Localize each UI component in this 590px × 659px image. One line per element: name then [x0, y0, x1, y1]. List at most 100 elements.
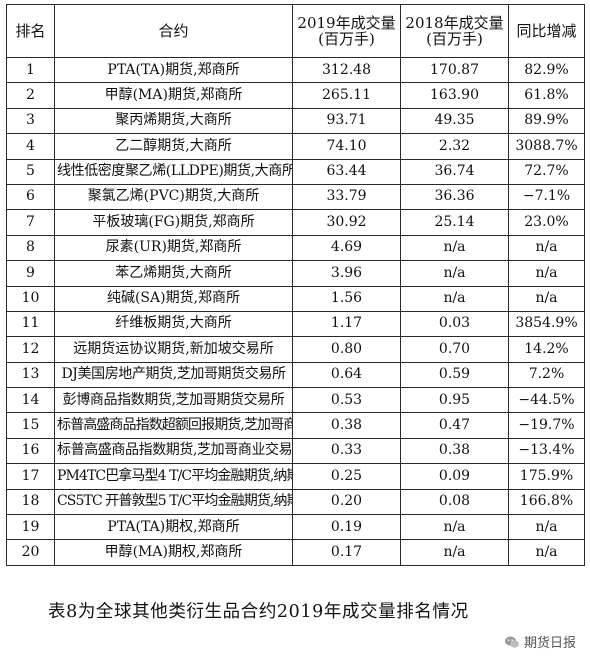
rank-cell: 12 — [6, 336, 55, 363]
header-volume-2019-label: 2019年成交量 — [297, 13, 396, 32]
volume-2018-cell: n/a — [400, 285, 509, 312]
volume-2018-cell: 0.70 — [400, 336, 509, 363]
rank-cell: 15 — [6, 412, 55, 439]
volume-2019-cell: 1.56 — [292, 285, 401, 312]
volume-2019-cell: 0.80 — [292, 336, 401, 363]
volume-2019-cell: 0.38 — [292, 412, 401, 439]
volume-2019-cell: 0.33 — [292, 437, 401, 465]
rank-cell: 20 — [6, 539, 55, 566]
rank-cell: 8 — [6, 234, 55, 262]
rank-cell: 3 — [6, 107, 55, 135]
contract-cell: 彭博商品指数期货,芝加哥期货交易所 — [54, 387, 293, 414]
table-row: 3 聚丙烯期货,大商所 93.71 49.35 89.9% — [6, 107, 585, 135]
yoy-cell: n/a — [508, 539, 585, 566]
volume-2019-cell: 0.25 — [292, 463, 401, 490]
volume-2019-cell: 0.20 — [292, 488, 401, 516]
table-row: 20 甲醇(MA)期权,郑商所 0.17 n/a n/a — [6, 539, 585, 566]
volume-2019-cell: 4.69 — [292, 234, 401, 262]
yoy-cell: 175.9% — [508, 463, 585, 490]
volume-2018-cell: 0.03 — [400, 310, 509, 338]
header-contract: 合约 — [54, 4, 293, 58]
volume-2018-cell: n/a — [400, 234, 509, 262]
table-header-row: 排名 合约 2019年成交量 (百万手) 2018年成交量 (百万手) 同比增减 — [6, 4, 585, 58]
volume-2019-cell: 265.11 — [292, 82, 401, 109]
contract-cell: 苯乙烯期货,大商所 — [54, 260, 293, 287]
yoy-cell: 72.7% — [508, 158, 585, 185]
rank-cell: 5 — [6, 158, 55, 185]
yoy-cell: 89.9% — [508, 107, 585, 135]
rank-cell: 14 — [6, 387, 55, 414]
yoy-cell: −7.1% — [508, 183, 585, 211]
table-row: 11 纤维板期货,大商所 1.17 0.03 3854.9% — [6, 310, 585, 338]
contract-cell: 纯碱(SA)期货,郑商所 — [54, 285, 293, 312]
table-row: 5 线性低密度聚乙烯(LLDPE)期货,大商所 63.44 36.74 72.7% — [6, 158, 585, 185]
volume-2019-cell: 30.92 — [292, 209, 401, 236]
table-row: 13 DJ美国房地产期货,芝加哥期货交易所 0.64 0.59 7.2% — [6, 361, 585, 389]
volume-2019-cell: 74.10 — [292, 133, 401, 160]
rank-cell: 10 — [6, 285, 55, 312]
rank-cell: 16 — [6, 437, 55, 465]
table-row: 8 尿素(UR)期货,郑商所 4.69 n/a n/a — [6, 234, 585, 262]
contract-cell: 远期货运协议期货,新加坡交易所 — [54, 336, 293, 363]
contract-cell: CS5TC 开普敦型5 T/C平均金融期货,纳斯达克能源交易市场 — [54, 488, 293, 516]
header-volume-2018-unit: (百万手) — [426, 30, 483, 48]
contract-cell: PTA(TA)期权,郑商所 — [54, 514, 293, 541]
volume-2018-cell: 36.74 — [400, 158, 509, 185]
yoy-cell: n/a — [508, 514, 585, 541]
header-volume-2018: 2018年成交量 (百万手) — [400, 4, 509, 58]
yoy-cell: 3088.7% — [508, 133, 585, 160]
volume-2018-cell: 0.08 — [400, 488, 509, 516]
volume-2018-cell: 0.09 — [400, 463, 509, 490]
volume-2018-cell: n/a — [400, 514, 509, 541]
contract-cell: PTA(TA)期货,郑商所 — [54, 56, 293, 84]
header-volume-2018-label: 2018年成交量 — [405, 13, 504, 32]
rank-cell: 17 — [6, 463, 55, 490]
table-row: 9 苯乙烯期货,大商所 3.96 n/a n/a — [6, 260, 585, 287]
rank-cell: 6 — [6, 183, 55, 211]
volume-2018-cell: 0.47 — [400, 412, 509, 439]
contract-cell: 甲醇(MA)期权,郑商所 — [54, 539, 293, 566]
rank-cell: 19 — [6, 514, 55, 541]
volume-2019-cell: 63.44 — [292, 158, 401, 185]
yoy-cell: 61.8% — [508, 82, 585, 109]
yoy-cell: n/a — [508, 260, 585, 287]
contract-cell: 甲醇(MA)期货,郑商所 — [54, 82, 293, 109]
header-volume-2019-unit: (百万手) — [318, 30, 375, 48]
volume-2019-cell: 312.48 — [292, 56, 401, 84]
yoy-cell: 23.0% — [508, 209, 585, 236]
volume-2019-cell: 1.17 — [292, 310, 401, 338]
rank-cell: 11 — [6, 310, 55, 338]
table-row: 6 聚氯乙烯(PVC)期货,大商所 33.79 36.36 −7.1% — [6, 183, 585, 211]
table-row: 7 平板玻璃(FG)期货,郑商所 30.92 25.14 23.0% — [6, 209, 585, 236]
caption-text: 表8为全球其他类衍生品合约2019年成交量排名情况 — [48, 602, 469, 622]
yoy-cell: n/a — [508, 234, 585, 262]
volume-2019-cell: 93.71 — [292, 107, 401, 135]
volume-2018-cell: 170.87 — [400, 56, 509, 84]
volume-2019-cell: 0.53 — [292, 387, 401, 414]
header-yoy: 同比增减 — [508, 4, 585, 58]
ranking-table: 排名 合约 2019年成交量 (百万手) 2018年成交量 (百万手) 同比增减… — [6, 4, 585, 566]
rank-cell: 18 — [6, 488, 55, 516]
volume-2018-cell: 25.14 — [400, 209, 509, 236]
contract-cell: 乙二醇期货,大商所 — [54, 133, 293, 160]
watermark-text: 期货日报 — [523, 636, 576, 651]
contract-cell: 线性低密度聚乙烯(LLDPE)期货,大商所 — [54, 158, 293, 185]
yoy-cell: n/a — [508, 285, 585, 312]
volume-2018-cell: n/a — [400, 539, 509, 566]
contract-cell: 聚丙烯期货,大商所 — [54, 107, 293, 135]
contract-cell: DJ美国房地产期货,芝加哥期货交易所 — [54, 361, 293, 389]
yoy-cell: −44.5% — [508, 387, 585, 414]
contract-cell: 标普高盛商品指数期货,芝加哥商业交易所 — [54, 437, 293, 465]
table-row: 2 甲醇(MA)期货,郑商所 265.11 163.90 61.8% — [6, 82, 585, 109]
rank-cell: 4 — [6, 133, 55, 160]
contract-cell: 平板玻璃(FG)期货,郑商所 — [54, 209, 293, 236]
contract-cell: 纤维板期货,大商所 — [54, 310, 293, 338]
rank-cell: 9 — [6, 260, 55, 287]
volume-2018-cell: 0.38 — [400, 437, 509, 465]
rank-cell: 2 — [6, 82, 55, 109]
volume-2019-cell: 3.96 — [292, 260, 401, 287]
volume-2018-cell: 36.36 — [400, 183, 509, 211]
